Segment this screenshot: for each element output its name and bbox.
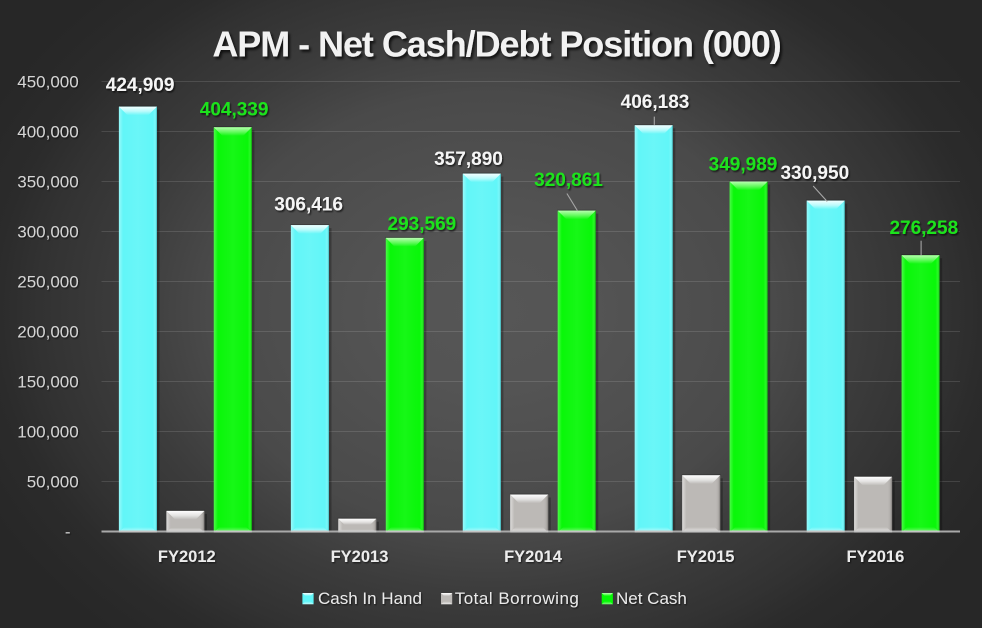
svg-text:404,339: 404,339 (200, 100, 269, 121)
svg-text:320,861: 320,861 (534, 170, 603, 191)
svg-text:FY2013: FY2013 (331, 548, 389, 566)
svg-text:APM - Net Cash/Debt Position (: APM - Net Cash/Debt Position (000) (212, 24, 780, 65)
svg-text:306,416: 306,416 (274, 195, 343, 216)
svg-text:100,000: 100,000 (17, 423, 78, 442)
svg-text:Total Borrowing: Total Borrowing (455, 589, 580, 608)
svg-text:276,258: 276,258 (889, 218, 958, 239)
svg-text:330,950: 330,950 (780, 163, 849, 184)
svg-text:FY2016: FY2016 (847, 548, 905, 566)
svg-text:-: - (65, 523, 71, 542)
svg-text:150,000: 150,000 (17, 373, 78, 392)
svg-text:400,000: 400,000 (17, 123, 78, 142)
svg-text:406,183: 406,183 (621, 92, 690, 113)
svg-text:Cash In Hand: Cash In Hand (318, 589, 422, 608)
svg-text:349,989: 349,989 (709, 155, 778, 176)
svg-text:300,000: 300,000 (17, 223, 78, 242)
svg-text:293,569: 293,569 (388, 214, 457, 235)
svg-text:357,890: 357,890 (434, 149, 503, 170)
svg-text:250,000: 250,000 (17, 273, 78, 292)
svg-text:FY2014: FY2014 (504, 548, 563, 566)
svg-text:450,000: 450,000 (17, 73, 78, 92)
svg-text:FY2012: FY2012 (158, 548, 216, 566)
svg-text:FY2015: FY2015 (677, 548, 735, 566)
svg-text:200,000: 200,000 (17, 323, 78, 342)
svg-text:50,000: 50,000 (27, 473, 79, 492)
svg-text:Net Cash: Net Cash (616, 589, 687, 608)
svg-text:424,909: 424,909 (106, 75, 175, 96)
svg-text:350,000: 350,000 (17, 173, 78, 192)
